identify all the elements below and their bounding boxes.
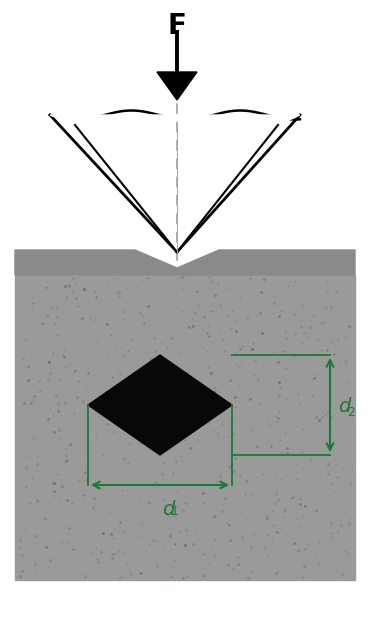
Polygon shape: [157, 72, 197, 100]
Text: d: d: [162, 500, 174, 519]
Polygon shape: [50, 111, 300, 252]
Polygon shape: [50, 115, 300, 252]
Text: 1: 1: [171, 505, 179, 518]
Text: d: d: [338, 398, 350, 417]
Bar: [15, 275, 355, 580]
Polygon shape: [15, 250, 355, 275]
Text: F: F: [168, 12, 186, 40]
Text: 2: 2: [347, 406, 355, 420]
Polygon shape: [88, 355, 232, 455]
